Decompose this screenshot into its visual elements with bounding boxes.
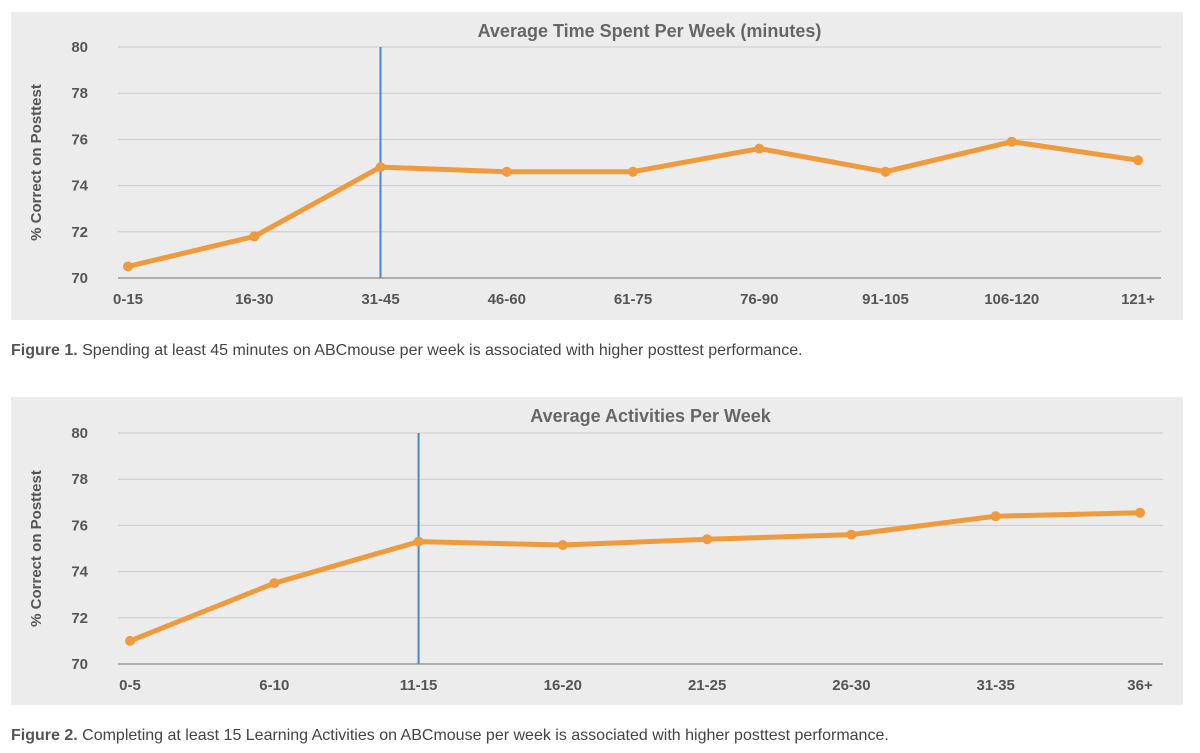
x-tick-label: 91-105	[862, 291, 909, 308]
x-tick-label: 0-15	[113, 291, 143, 308]
data-point	[501, 166, 512, 177]
data-point	[846, 529, 857, 540]
x-tick-label: 31-35	[977, 677, 1015, 694]
figure-1-caption: Figure 1. Spending at least 45 minutes o…	[11, 342, 803, 360]
x-tick-label: 106-120	[984, 291, 1039, 308]
y-tick-label: 78	[71, 471, 88, 488]
y-tick-label: 74	[71, 178, 88, 195]
data-point	[990, 511, 1001, 522]
y-tick-label: 76	[71, 131, 88, 148]
data-point	[702, 534, 713, 545]
chart-activities: Average Activities Per Week 70 72 74 76 78 80%…	[11, 397, 1183, 705]
x-tick-label: 0-5	[119, 677, 141, 694]
figure-1-text: Spending at least 45 minutes on ABCmouse…	[77, 342, 803, 359]
line-chart-time-spent: Average Time Spent Per Week (minutes) 70 7…	[28, 21, 1161, 308]
data-point	[628, 166, 638, 177]
data-point	[125, 635, 135, 646]
y-tick-label: 78	[71, 85, 88, 102]
x-tick-label: 6-10	[259, 677, 289, 694]
x-tick-label: 11-15	[400, 677, 438, 694]
line-chart-activities: Average Activities Per Week 70 72 74 76 78 80%…	[28, 406, 1163, 694]
data-point	[1135, 507, 1145, 518]
chart-title: Average Time Spent Per Week (minutes)	[478, 21, 822, 41]
y-axis-label: % Correct on Posttest	[28, 84, 45, 241]
data-point	[557, 540, 568, 551]
x-tick-label: 16-30	[235, 291, 273, 308]
figure-2-label: Figure 2.	[11, 727, 78, 744]
x-tick-label: 121+	[1121, 291, 1155, 308]
x-tick-label: 21-25	[688, 677, 726, 694]
x-tick-label: 36+	[1127, 677, 1153, 694]
y-tick-label: 76	[71, 517, 88, 534]
y-tick-label: 70	[71, 270, 88, 287]
series-line	[125, 139, 1141, 269]
y-tick-label: 74	[71, 564, 88, 581]
chart-time-spent: Average Time Spent Per Week (minutes) 70 7…	[11, 12, 1183, 320]
data-point	[754, 143, 765, 154]
y-tick-label: 80	[71, 39, 88, 56]
y-tick-label: 72	[71, 610, 88, 627]
chart-title: Average Activities Per Week	[530, 406, 771, 426]
data-point	[123, 261, 133, 272]
x-tick-label: 76-90	[740, 291, 778, 308]
x-tick-label: 31-45	[361, 291, 399, 308]
data-point	[1133, 155, 1143, 166]
x-tick-label: 26-30	[832, 677, 870, 694]
data-point	[413, 536, 424, 547]
y-tick-label: 72	[71, 224, 88, 241]
x-tick-label: 61-75	[614, 291, 652, 308]
data-point	[375, 162, 386, 173]
y-tick-label: 70	[71, 656, 88, 673]
figure-2-caption: Figure 2. Completing at least 15 Learnin…	[11, 727, 889, 745]
data-point	[269, 578, 280, 589]
data-point	[249, 231, 260, 242]
data-point	[1006, 136, 1017, 147]
x-tick-label: 16-20	[544, 677, 582, 694]
y-tick-label: 80	[71, 425, 88, 442]
x-tick-label: 46-60	[488, 291, 526, 308]
y-axis-label: % Correct on Posttest	[28, 470, 45, 627]
figure-1-label: Figure 1.	[11, 342, 78, 359]
figure-2-text: Completing at least 15 Learning Activiti…	[77, 727, 889, 744]
series-line	[127, 510, 1143, 644]
data-point	[880, 166, 891, 177]
